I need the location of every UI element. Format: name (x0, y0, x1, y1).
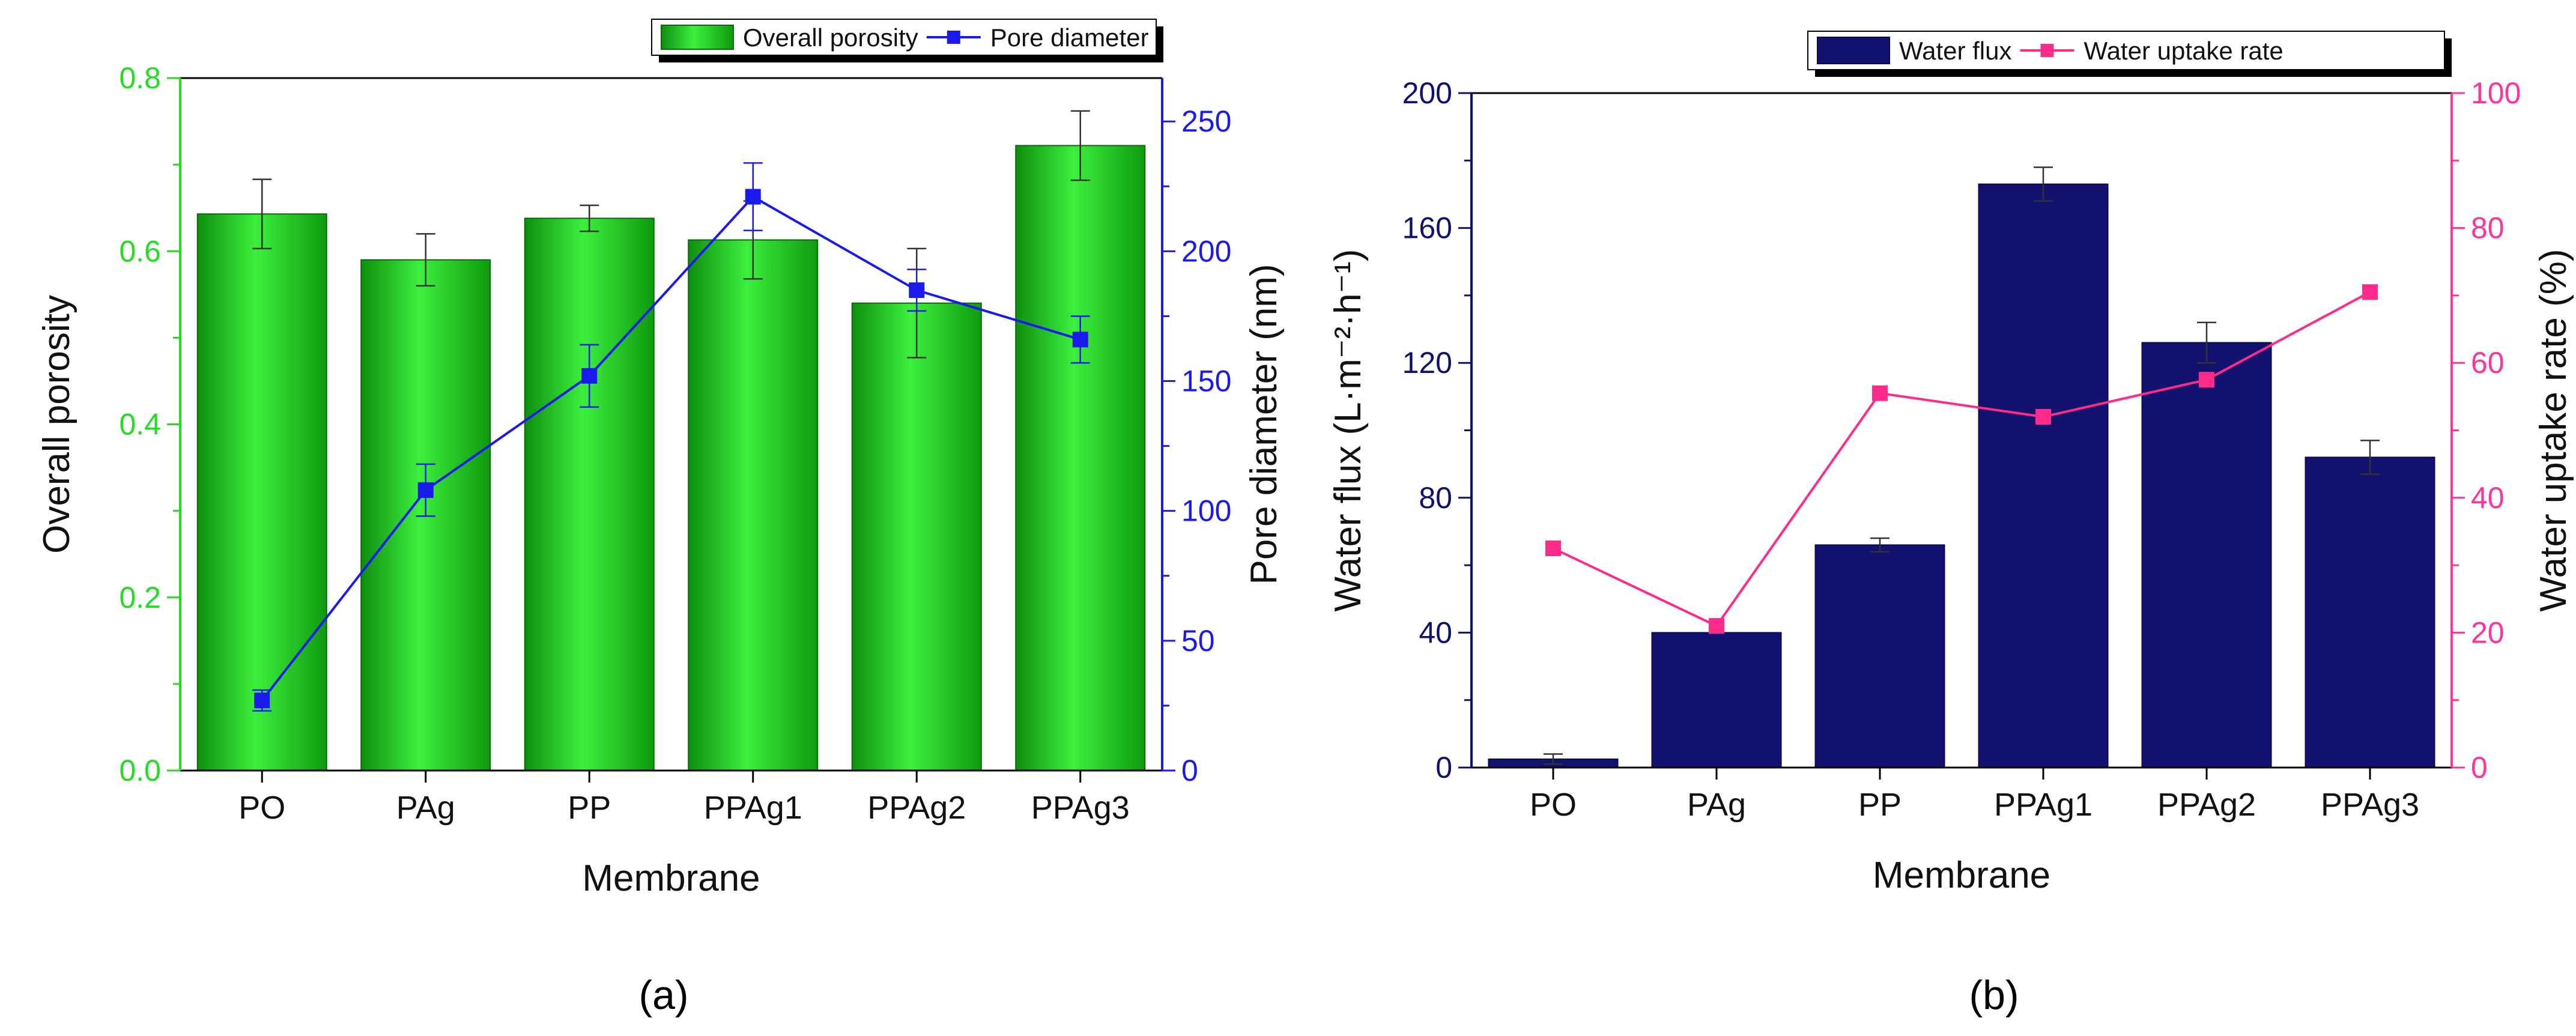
y-axis-title-left-b: Water flux (L·m⁻²·h⁻¹) (1327, 249, 1369, 612)
legend-label-line-b: Water uptake rate (2084, 37, 2283, 65)
tick-label-x-b-PPAg1: PPAg1 (1994, 787, 2093, 823)
point-a-PPAg1 (745, 189, 761, 205)
tick-label-x-b-PP: PP (1858, 787, 1902, 823)
legend-label-line-a: Pore diameter (990, 23, 1149, 52)
tick-label-x-b-PPAg3: PPAg3 (2321, 787, 2419, 823)
y-axis-title-left-a: Overall porosity (36, 295, 77, 554)
legend-swatch-bar-a (661, 25, 734, 50)
bar-b-PAg (1651, 632, 1782, 769)
bar-a-PPAg1 (688, 239, 819, 772)
point-a-PP (581, 368, 598, 384)
legend-label-bar-a: Overall porosity (743, 23, 918, 52)
tick-label-x-a-PAg: PAg (396, 790, 455, 826)
tick-label-x-b-PO: PO (1530, 787, 1577, 823)
tick-label-left-a-0: 0.0 (119, 754, 161, 787)
chart-b: 0 40 80 120 160 200 0 20 40 60 80 100 PO PAg PP PPAg1 PP… (1327, 31, 2574, 896)
legend-box-a (651, 19, 1157, 56)
legend-label-bar-b: Water flux (1899, 37, 2011, 65)
legend-swatch-marker-a (947, 31, 960, 44)
tick-label-right-a-0: 0 (1181, 754, 1198, 787)
tick-label-right-a-2: 100 (1181, 494, 1231, 528)
legend-swatch-marker-b (2040, 44, 2054, 57)
bar-a-PPAg3 (1015, 145, 1146, 772)
point-a-PPAg3 (1072, 332, 1088, 348)
tick-label-left-b-1: 40 (1419, 616, 1452, 649)
tick-label-x-a-PP: PP (568, 790, 611, 826)
tick-label-right-b-0: 0 (2471, 751, 2488, 784)
tick-label-right-b-5: 100 (2471, 76, 2521, 110)
tick-label-right-b-3: 60 (2471, 346, 2505, 380)
tick-label-left-b-0: 0 (1435, 751, 1452, 784)
tick-label-left-b-2: 80 (1419, 481, 1452, 515)
tick-label-left-b-5: 200 (1402, 76, 1452, 110)
chart-a: 0.0 0.2 0.4 0.6 0.8 0 50 100 150 200 250 PO PAg PP PPA… (36, 19, 1285, 899)
x-axis-title-b: Membrane (1873, 855, 2050, 896)
bar-b-PP (1814, 544, 1945, 768)
point-b-PPAg2 (2199, 372, 2214, 388)
y-axis-title-right-b: Water uptake rate (%) (2533, 249, 2574, 611)
point-b-PP (1872, 385, 1888, 401)
bar-a-PPAg2 (851, 302, 982, 772)
tick-label-left-a-4: 0.8 (119, 61, 161, 95)
tick-label-right-b-4: 80 (2471, 211, 2505, 245)
legend-swatch-bar-b (1817, 37, 1890, 64)
tick-label-left-b-4: 160 (1402, 211, 1452, 245)
tick-label-right-a-3: 150 (1181, 365, 1231, 398)
tick-label-left-a-1: 0.2 (119, 581, 161, 614)
panel-label-a: (a) (638, 972, 688, 1018)
point-a-PPAg2 (909, 282, 925, 298)
bar-a-PP (524, 217, 655, 772)
x-axis-title-a: Membrane (582, 858, 760, 899)
tick-label-right-a-1: 50 (1181, 624, 1215, 658)
y-axis-title-right-a: Pore diameter (nm) (1243, 264, 1285, 584)
legend-box-b (1807, 31, 2445, 70)
point-b-PPAg1 (2035, 409, 2051, 425)
tick-label-right-b-2: 40 (2471, 481, 2505, 515)
bar-b-PPAg3 (2305, 456, 2435, 768)
tick-label-x-b-PAg: PAg (1687, 787, 1746, 823)
tick-label-right-a-4: 200 (1181, 234, 1231, 268)
point-b-PO (1545, 541, 1561, 557)
series-line-b (1553, 291, 2371, 628)
tick-label-x-a-PPAg3: PPAg3 (1031, 790, 1130, 826)
tick-label-right-b-1: 20 (2471, 616, 2505, 649)
tick-label-left-a-2: 0.4 (119, 408, 161, 441)
bar-a-PO (196, 213, 327, 771)
tick-label-x-a-PPAg2: PPAg2 (867, 790, 966, 826)
point-a-PAg (417, 482, 434, 498)
point-b-PAg (1709, 618, 1724, 634)
panel-label-b: (b) (1969, 972, 2019, 1018)
tick-label-left-b-3: 120 (1402, 346, 1452, 380)
point-a-PO (254, 692, 270, 709)
bar-b-PPAg2 (2141, 342, 2272, 768)
tick-label-x-a-PPAg1: PPAg1 (704, 790, 802, 826)
point-b-PPAg3 (2362, 284, 2378, 300)
tick-label-x-b-PPAg2: PPAg2 (2157, 787, 2256, 823)
series-line-a (261, 195, 1081, 701)
bar-b-PPAg1 (1978, 183, 2109, 769)
tick-label-x-a-PO: PO (238, 790, 285, 826)
tick-label-left-a-3: 0.6 (119, 234, 161, 268)
tick-label-right-a-5: 250 (1181, 105, 1231, 138)
